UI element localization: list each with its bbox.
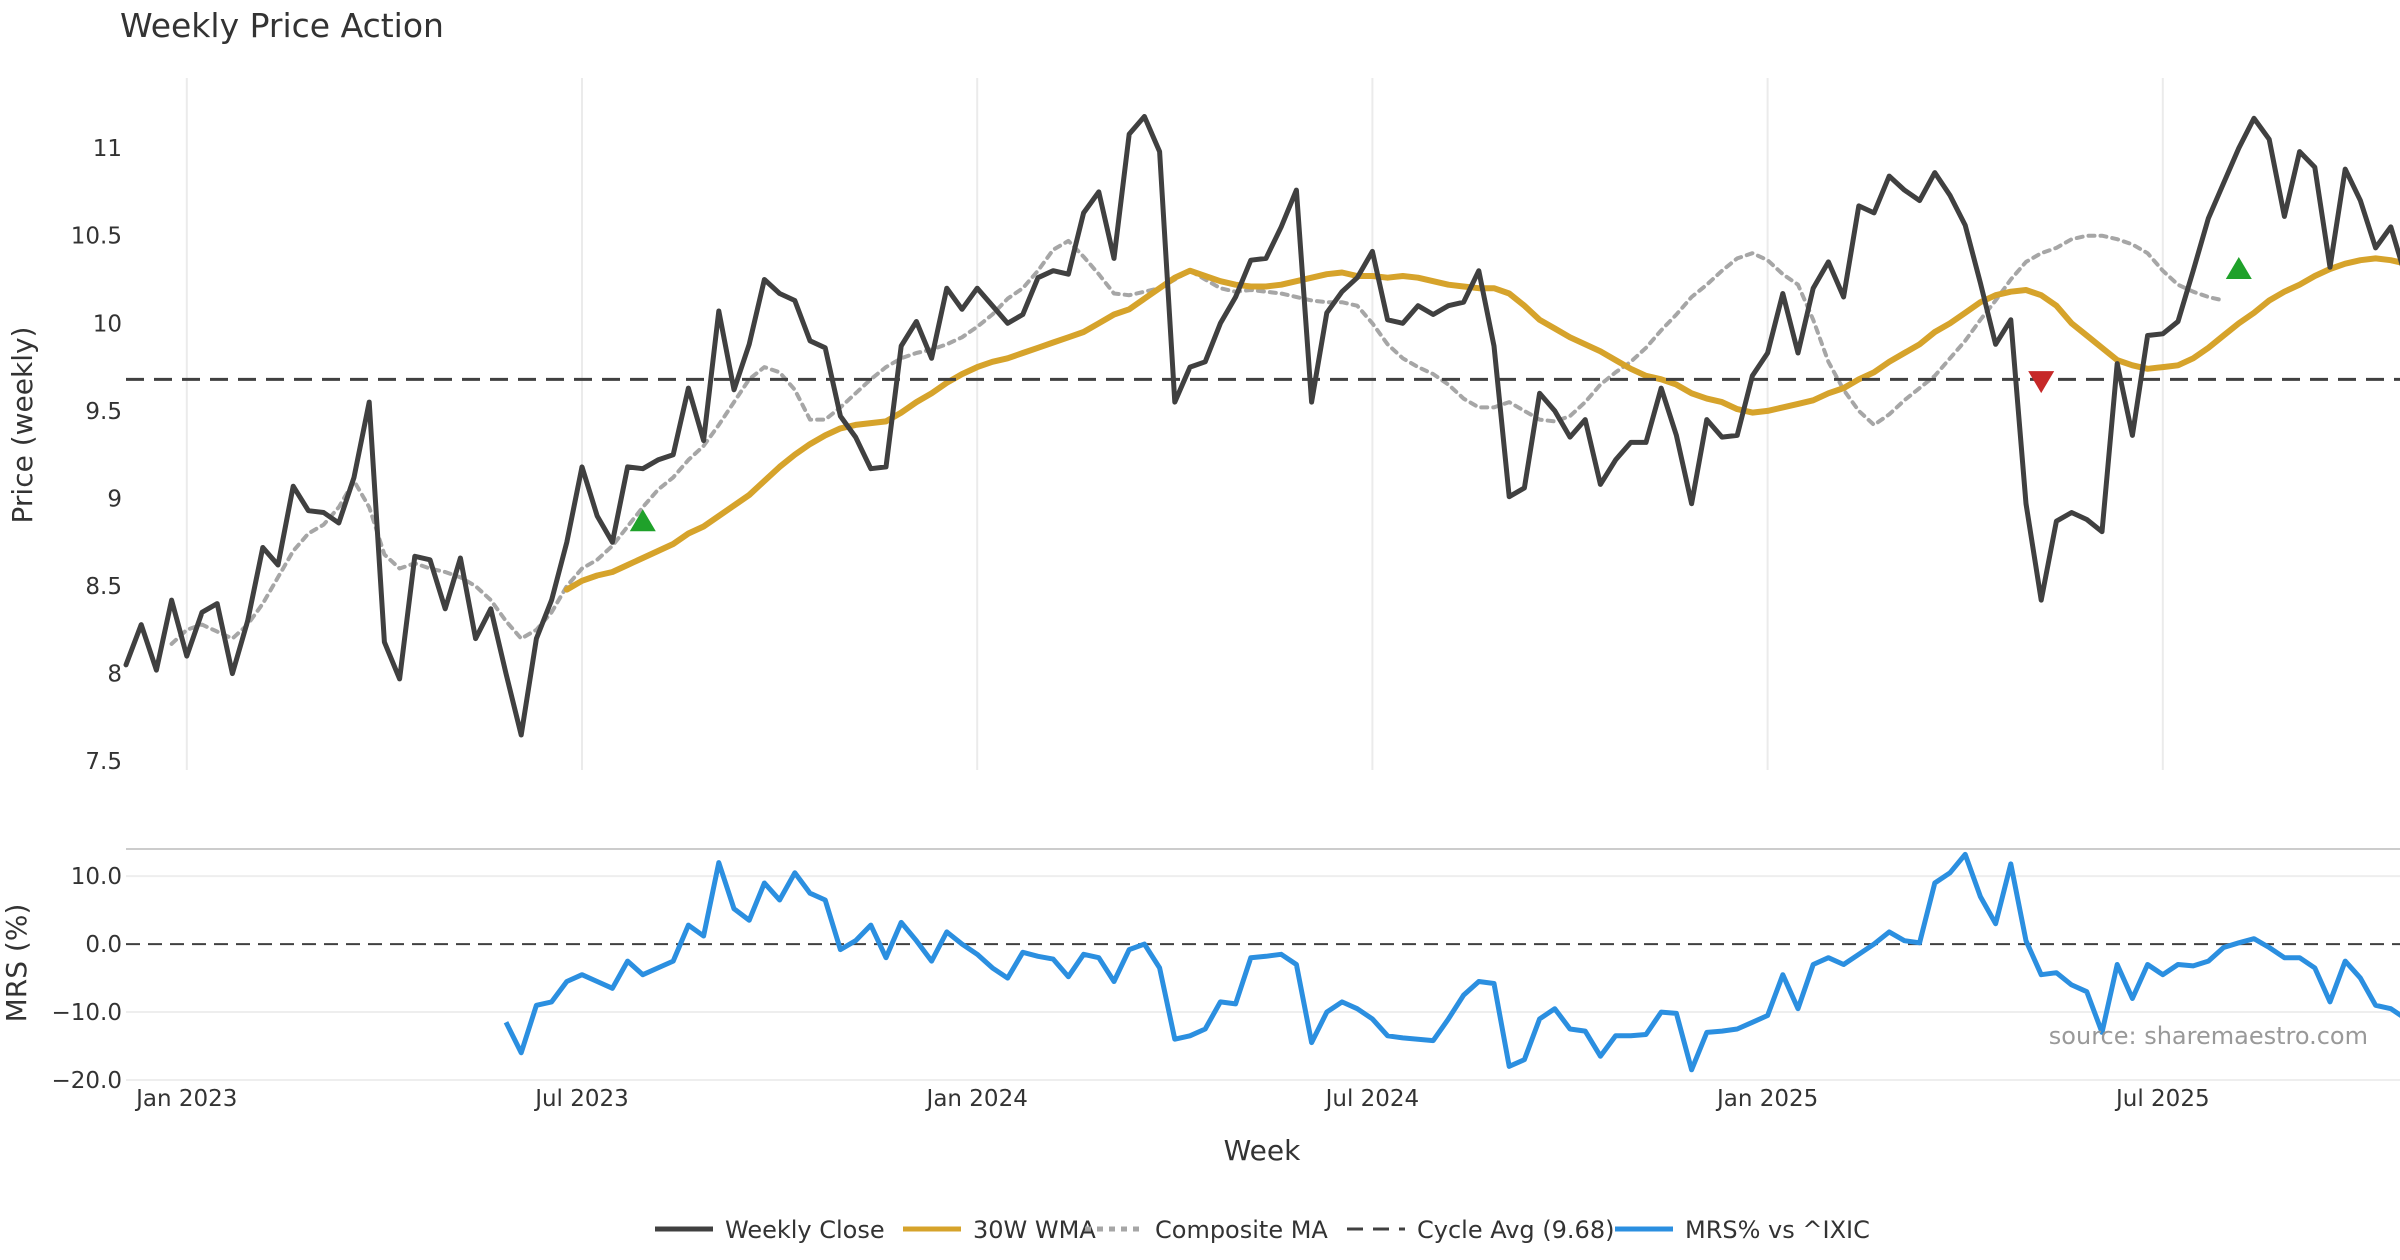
sell-signal-marker [2028, 371, 2055, 394]
mrs-y-tick-label: 10.0 [71, 864, 122, 890]
legend-label: Cycle Avg (9.68) [1417, 1216, 1614, 1244]
legend-label: MRS% vs ^IXIC [1685, 1216, 1870, 1244]
buy-signal-marker [629, 509, 656, 532]
x-tick-label: Jan 2024 [925, 1086, 1028, 1112]
price-y-tick-label: 10 [93, 311, 122, 337]
source-note: source: sharemaestro.com [2049, 1022, 2368, 1050]
composite-ma-line [169, 233, 2226, 646]
mrs-series [503, 851, 2400, 1073]
price-y-tick-label: 11 [93, 136, 122, 162]
price-grid [185, 78, 2164, 770]
price-y-tick-label: 7.5 [85, 749, 122, 775]
legend-label: 30W WMA [973, 1216, 1096, 1244]
x-tick-label: Jan 2023 [134, 1086, 237, 1112]
mrs-line [503, 851, 2400, 1073]
legend: Weekly Close 30W WMA Composite MA Cycle Avg… [655, 1216, 1870, 1244]
wma-30w-line [563, 255, 2400, 593]
mrs-y-tick-label: 0.0 [85, 932, 122, 958]
mrs-y-tick-label: −10.0 [52, 1000, 122, 1026]
x-tick-label: Jul 2023 [533, 1086, 629, 1112]
mrs-grid [126, 848, 2400, 1081]
axes-text: Jan 2023 Jul 2023 Jan 2024 Jul 2024 Jan 2025… [52, 136, 2210, 1112]
price-y-tick-label: 8 [107, 662, 122, 688]
weekly-close-line [123, 114, 2400, 738]
price-y-tick-label: 8.5 [85, 574, 122, 600]
price-y-tick-label: 9.5 [85, 399, 122, 425]
chart-title: Weekly Price Action [120, 6, 444, 45]
x-tick-label: Jul 2024 [1324, 1086, 1420, 1112]
legend-label: Weekly Close [725, 1216, 885, 1244]
x-tick-label: Jul 2025 [2114, 1086, 2210, 1112]
price-y-tick-label: 10.5 [71, 224, 122, 250]
price-series [123, 114, 2400, 738]
mrs-y-axis-label: MRS (%) [0, 904, 33, 1023]
legend-label: Composite MA [1155, 1216, 1328, 1244]
signal-markers [629, 256, 2252, 532]
x-tick-label: Jan 2025 [1715, 1086, 1818, 1112]
price-y-tick-label: 9 [107, 486, 122, 512]
buy-signal-marker [2225, 256, 2252, 279]
mrs-y-tick-label: −20.0 [52, 1068, 122, 1094]
price-y-axis-label: Price (weekly) [6, 327, 39, 524]
x-axis-label: Week [1224, 1134, 1301, 1167]
